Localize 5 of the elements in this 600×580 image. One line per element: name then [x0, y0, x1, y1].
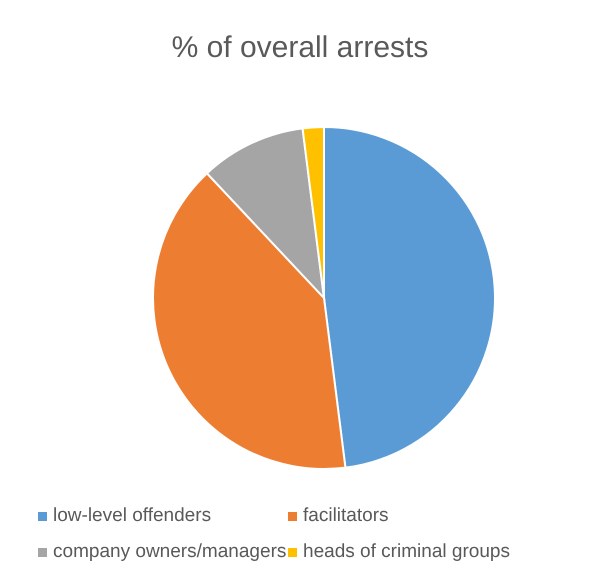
legend-label: low-level offenders [53, 505, 212, 527]
chart-title: % of overall arrests [170, 30, 430, 66]
legend-label: heads of criminal groups [303, 541, 510, 563]
legend-label: company owners/managers [53, 541, 286, 563]
legend-label: facilitators [303, 505, 389, 527]
